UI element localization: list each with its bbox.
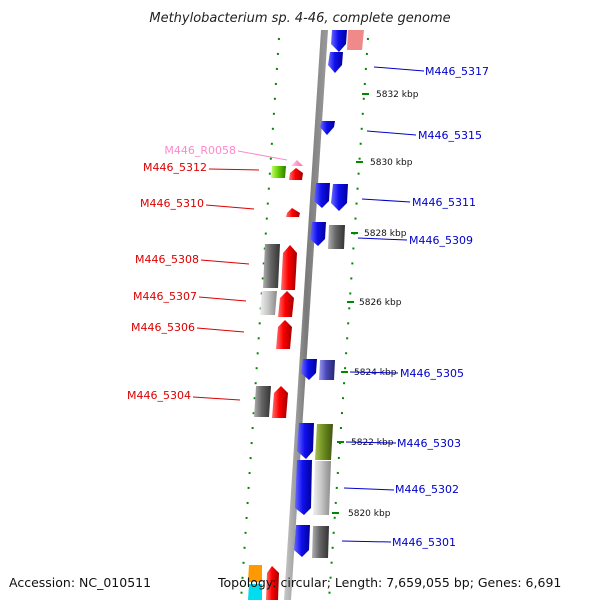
leader-line bbox=[198, 296, 247, 302]
other-gene bbox=[315, 424, 333, 460]
reverse-gene-track bbox=[248, 160, 303, 600]
forward-labels: M446_5317 M446_5315 M446_5311 M446_5309 … bbox=[341, 65, 489, 549]
pseudo-gene bbox=[254, 386, 271, 417]
gene-label-m446-5317[interactable]: M446_5317 bbox=[425, 65, 489, 78]
other-gene bbox=[248, 584, 262, 600]
gene-label-m446-5306[interactable]: M446_5306 bbox=[131, 321, 195, 334]
pseudo-gene bbox=[328, 225, 345, 249]
leader-line bbox=[341, 540, 392, 543]
tick-label: 5830 kbp bbox=[370, 158, 413, 168]
forward-gene bbox=[328, 52, 343, 73]
other-gene bbox=[248, 565, 262, 582]
leader-line bbox=[196, 327, 245, 333]
forward-gene bbox=[295, 460, 312, 515]
tick-label: 5832 kbp bbox=[376, 90, 419, 100]
reverse-gene bbox=[289, 168, 303, 180]
left-dotted-track bbox=[240, 37, 280, 600]
forward-gene bbox=[331, 184, 348, 211]
pseudo-gene bbox=[313, 461, 331, 515]
forward-gene bbox=[301, 359, 317, 380]
leader-line bbox=[357, 237, 408, 241]
gene-label-m446-r0058[interactable]: M446_R0058 bbox=[164, 144, 236, 157]
reverse-gene bbox=[266, 566, 279, 600]
leader-line bbox=[192, 396, 241, 401]
leader-line bbox=[208, 168, 260, 171]
gene-label-m446-5311[interactable]: M446_5311 bbox=[412, 196, 476, 209]
gene-label-m446-5304[interactable]: M446_5304 bbox=[127, 389, 191, 402]
topology-label: Topology: circular; Length: 7,659,055 bp… bbox=[217, 575, 561, 590]
gene-label-m446-5308[interactable]: M446_5308 bbox=[135, 253, 199, 266]
pseudo-gene bbox=[260, 291, 277, 315]
leader-line bbox=[345, 441, 397, 444]
tick-label: 5820 kbp bbox=[348, 509, 391, 519]
forward-gene bbox=[320, 121, 335, 135]
leader-line bbox=[366, 130, 417, 136]
gene-label-m446-5307[interactable]: M446_5307 bbox=[133, 290, 197, 303]
forward-gene bbox=[297, 423, 314, 459]
leader-line bbox=[373, 66, 425, 72]
forward-gene bbox=[331, 30, 347, 52]
gene-label-m446-5309[interactable]: M446_5309 bbox=[409, 234, 473, 247]
leader-line bbox=[349, 371, 399, 374]
reverse-gene bbox=[347, 30, 364, 50]
reverse-gene bbox=[278, 291, 294, 317]
leader-line bbox=[205, 204, 255, 210]
forward-gene bbox=[314, 183, 330, 208]
gene-label-m446-5312[interactable]: M446_5312 bbox=[143, 161, 207, 174]
gene-label-m446-5305[interactable]: M446_5305 bbox=[400, 367, 464, 380]
reverse-gene bbox=[286, 208, 300, 217]
reverse-gene bbox=[276, 320, 292, 349]
leader-line bbox=[343, 487, 395, 491]
leader-line bbox=[237, 150, 288, 161]
other-gene bbox=[319, 360, 335, 380]
pseudo-gene bbox=[263, 244, 280, 288]
leader-line bbox=[200, 259, 250, 265]
forward-gene bbox=[310, 222, 326, 246]
tick-label: 5828 kbp bbox=[364, 229, 407, 239]
reverse-gene bbox=[272, 386, 288, 418]
gene-label-m446-5315[interactable]: M446_5315 bbox=[418, 129, 482, 142]
genome-backbone bbox=[284, 30, 328, 600]
other-gene bbox=[271, 166, 286, 178]
scale-ticks: 5832 kbp 5830 kbp 5828 kbp 5826 kbp 5824… bbox=[332, 90, 419, 519]
accession-label: Accession: NC_010511 bbox=[9, 575, 151, 590]
pseudo-gene bbox=[312, 526, 329, 558]
tick-label: 5826 kbp bbox=[359, 298, 402, 308]
gene-label-m446-5302[interactable]: M446_5302 bbox=[395, 483, 459, 496]
leader-line bbox=[361, 198, 411, 203]
rna-gene bbox=[291, 160, 303, 166]
forward-gene-track bbox=[294, 30, 364, 558]
reverse-labels: M446_R0058 M446_5312 M446_5310 M446_5308… bbox=[127, 144, 288, 402]
reverse-gene bbox=[281, 245, 297, 290]
gene-label-m446-5303[interactable]: M446_5303 bbox=[397, 437, 461, 450]
gene-label-m446-5301[interactable]: M446_5301 bbox=[392, 536, 456, 549]
gene-label-m446-5310[interactable]: M446_5310 bbox=[140, 197, 204, 210]
map-title: Methylobacterium sp. 4-46, complete geno… bbox=[149, 11, 450, 26]
forward-gene bbox=[294, 525, 310, 557]
